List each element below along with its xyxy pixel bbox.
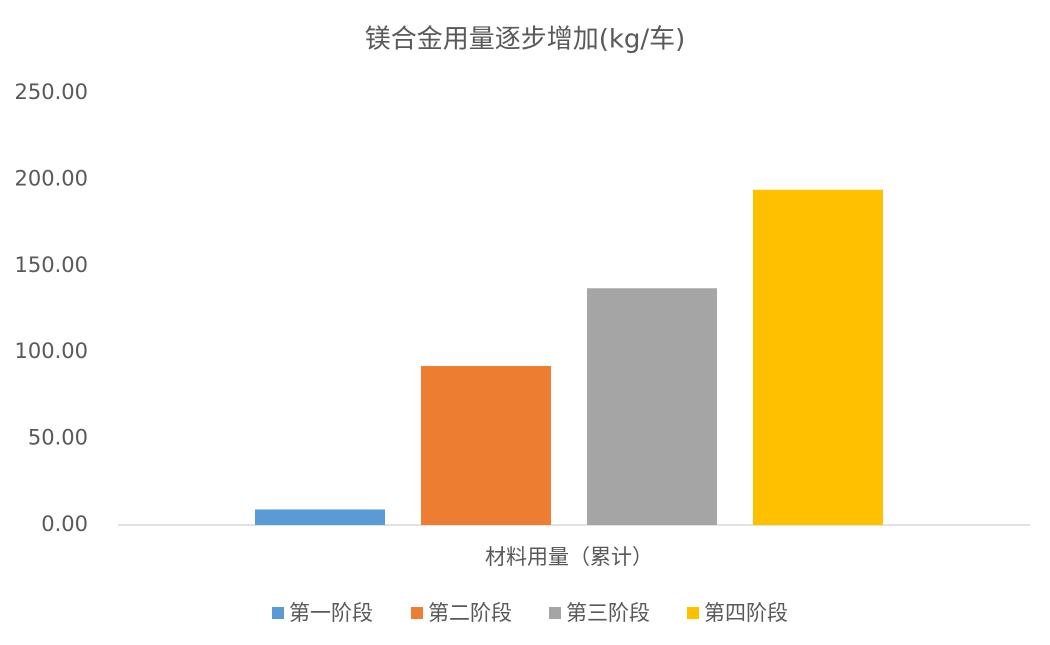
legend-swatch (687, 607, 699, 619)
y-tick-label: 50.00 (28, 426, 88, 450)
y-tick-label: 150.00 (15, 253, 88, 277)
bar (421, 366, 551, 525)
bar (255, 509, 385, 525)
y-tick-label: 250.00 (15, 80, 88, 104)
bar (587, 288, 717, 525)
legend-swatch (272, 607, 284, 619)
legend-label: 第二阶段 (428, 601, 512, 625)
bar (753, 189, 883, 525)
legend-swatch (549, 607, 561, 619)
legend-label: 第一阶段 (289, 601, 373, 625)
x-tick-label: 材料用量（累计） (485, 545, 653, 569)
y-tick-label: 0.00 (41, 512, 88, 536)
chart-title: 镁合金用量逐步增加(kg/车) (365, 25, 686, 55)
legend-label: 第三阶段 (566, 601, 650, 625)
legend-label: 第四阶段 (704, 601, 788, 625)
legend-swatch (411, 607, 423, 619)
y-tick-label: 200.00 (15, 166, 88, 190)
y-tick-label: 100.00 (15, 339, 88, 363)
